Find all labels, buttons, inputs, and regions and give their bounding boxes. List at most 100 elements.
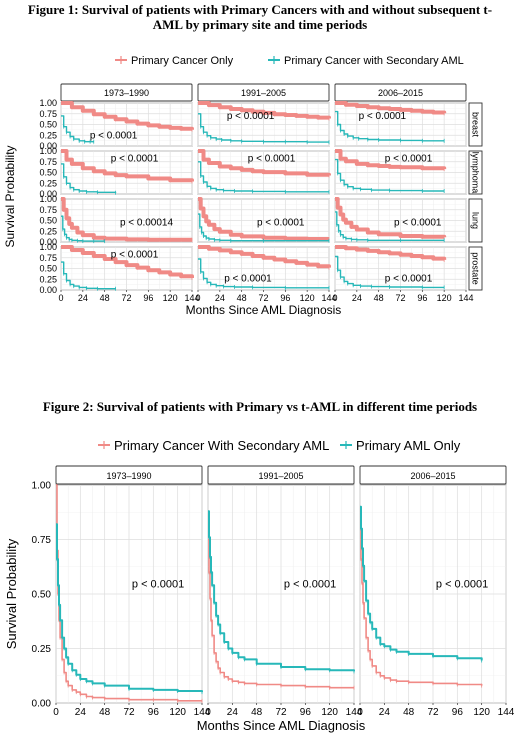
facet-panel-10: p < 0.0001 bbox=[197, 245, 331, 291]
x-tick-label: 72 bbox=[258, 293, 268, 303]
facet-strip-column bbox=[334, 83, 467, 102]
y-tick-label: 0.25 bbox=[32, 644, 52, 655]
y-tick-label: 0.75 bbox=[39, 205, 57, 215]
facet-panel-2: p < 0.0001 bbox=[359, 484, 507, 704]
y-tick-label: 1.00 bbox=[32, 481, 52, 492]
series-line-a bbox=[61, 197, 192, 242]
facet-strip-column bbox=[207, 465, 355, 485]
y-tick-label: 1.00 bbox=[39, 242, 57, 252]
x-tick-label: 144 bbox=[184, 293, 199, 303]
figure2-chart: Primary Cancer With Secondary AML Primary… bbox=[4, 438, 515, 733]
y-tick-label: 1.00 bbox=[39, 98, 57, 108]
x-tick-label: 0 bbox=[195, 293, 200, 303]
figure1-legend: Primary Cancer Only Primary Cancer with S… bbox=[115, 55, 464, 67]
facet-strip-column bbox=[55, 465, 203, 485]
x-tick-label: 144 bbox=[346, 707, 363, 718]
p-value-label: p < 0.0001 bbox=[284, 578, 336, 590]
x-tick-label: 72 bbox=[275, 707, 287, 718]
facet-strip-row bbox=[468, 246, 483, 291]
y-tick-label: 0.50 bbox=[39, 168, 57, 178]
facet-panel-3: p < 0.0001 bbox=[60, 149, 194, 195]
figure1-chart: Primary Cancer Only Primary Cancer with S… bbox=[3, 55, 483, 317]
x-tick-label: 48 bbox=[403, 707, 415, 718]
legend-label-primary-aml: Primary AML Only bbox=[356, 438, 461, 453]
x-tick-label: 0 bbox=[332, 293, 337, 303]
facet-strip-row bbox=[468, 198, 483, 243]
facet-panel-7: p < 0.0001 bbox=[197, 197, 330, 243]
y-tick-label: 0.50 bbox=[39, 216, 57, 226]
series-line-b bbox=[360, 505, 483, 661]
p-value-label: p < 0.0001 bbox=[248, 153, 296, 164]
facet-strip-label: breast bbox=[471, 112, 481, 138]
x-tick-label: 48 bbox=[99, 707, 111, 718]
x-tick-label: 24 bbox=[379, 707, 391, 718]
facet-strip-label: 1973–1990 bbox=[104, 88, 149, 98]
x-tick-label: 96 bbox=[417, 293, 427, 303]
y-tick-label: 0.00 bbox=[39, 141, 57, 151]
x-tick-label: 120 bbox=[473, 707, 490, 718]
series-line-a bbox=[56, 484, 202, 702]
facet-strip-label: prostate bbox=[471, 252, 481, 285]
y-tick-label: 1.00 bbox=[39, 146, 57, 156]
x-tick-label: 72 bbox=[427, 707, 439, 718]
x-tick-label: 0 bbox=[357, 707, 363, 718]
figure1-title-line1: Figure 1: Survival of patients with Prim… bbox=[27, 2, 493, 17]
x-tick-label: 96 bbox=[300, 707, 312, 718]
y-tick-label: 0.75 bbox=[32, 535, 52, 546]
x-tick-label: 96 bbox=[452, 707, 464, 718]
y-tick-label: 0.25 bbox=[39, 130, 57, 140]
figure2-legend: Primary Cancer With Secondary AML Primary… bbox=[98, 438, 461, 453]
facet-strip-column bbox=[60, 83, 193, 102]
facet-panel-5: p < 0.0001 bbox=[334, 149, 467, 195]
y-tick-label: 0.00 bbox=[39, 189, 57, 199]
figure2-title: Figure 2: Survival of patients with Prim… bbox=[42, 399, 478, 414]
figure1-title: Figure 1: Survival of patients with Prim… bbox=[0, 2, 520, 32]
x-tick-label: 144 bbox=[458, 293, 473, 303]
p-value-label: p < 0.0001 bbox=[257, 218, 305, 229]
y-tick-label: 1.00 bbox=[39, 194, 57, 204]
facet-strip-column bbox=[197, 83, 330, 102]
p-value-label: p < 0.0001 bbox=[394, 218, 442, 229]
p-value-label: p < 0.0001 bbox=[227, 111, 275, 122]
p-value-label: p < 0.0001 bbox=[90, 130, 138, 141]
x-tick-label: 120 bbox=[300, 293, 315, 303]
y-tick-label: 0.00 bbox=[32, 699, 52, 710]
p-value-label: p < 0.00014 bbox=[120, 218, 174, 229]
x-tick-label: 120 bbox=[163, 293, 178, 303]
facet-panel-11: p < 0.0001 bbox=[334, 245, 467, 291]
x-tick-label: 120 bbox=[321, 707, 338, 718]
y-axis-title: Survival Probability bbox=[3, 145, 17, 247]
facet-strip-label: lymphoma bbox=[471, 152, 481, 194]
y-tick-label: 0.50 bbox=[39, 120, 57, 130]
facet-panel-4: p < 0.0001 bbox=[197, 149, 331, 195]
x-tick-label: 24 bbox=[75, 707, 87, 718]
y-tick-label: 0.25 bbox=[39, 178, 57, 188]
facet-panel-2: p < 0.0001 bbox=[334, 101, 467, 147]
x-tick-label: 120 bbox=[169, 707, 186, 718]
series-line-a bbox=[335, 197, 447, 239]
facet-strip-row bbox=[468, 102, 483, 147]
y-tick-label: 0.50 bbox=[32, 590, 52, 601]
figure1-title-line2: AML by primary site and time periods bbox=[152, 17, 368, 32]
y-tick-label: 0.75 bbox=[39, 157, 57, 167]
x-tick-label: 0 bbox=[53, 707, 59, 718]
p-value-label: p < 0.0001 bbox=[385, 153, 433, 164]
facet-strip-label: 1973–1990 bbox=[106, 471, 151, 481]
x-tick-label: 48 bbox=[100, 293, 110, 303]
x-tick-label: 72 bbox=[121, 293, 131, 303]
legend-label-secondary-aml: Primary Cancer with Secondary AML bbox=[284, 55, 464, 67]
p-value-label: p < 0.0001 bbox=[359, 111, 407, 122]
facet-strip-label: 2006–2015 bbox=[410, 471, 455, 481]
x-tick-label: 96 bbox=[148, 707, 160, 718]
legend-label-primary-only: Primary Cancer Only bbox=[131, 55, 234, 67]
p-value-label: p < 0.0001 bbox=[132, 578, 184, 590]
y-axis-title: Survival Probability bbox=[4, 538, 19, 649]
facet-strip-column bbox=[359, 465, 507, 485]
x-tick-label: 24 bbox=[352, 293, 362, 303]
facet-strip-label: 2006–2015 bbox=[378, 88, 423, 98]
facet-strip-label: 1991–2005 bbox=[241, 88, 286, 98]
x-tick-label: 24 bbox=[215, 293, 225, 303]
p-value-label: p < 0.0001 bbox=[436, 578, 488, 590]
x-tick-label: 48 bbox=[374, 293, 384, 303]
p-value-label: p < 0.0001 bbox=[224, 273, 272, 284]
